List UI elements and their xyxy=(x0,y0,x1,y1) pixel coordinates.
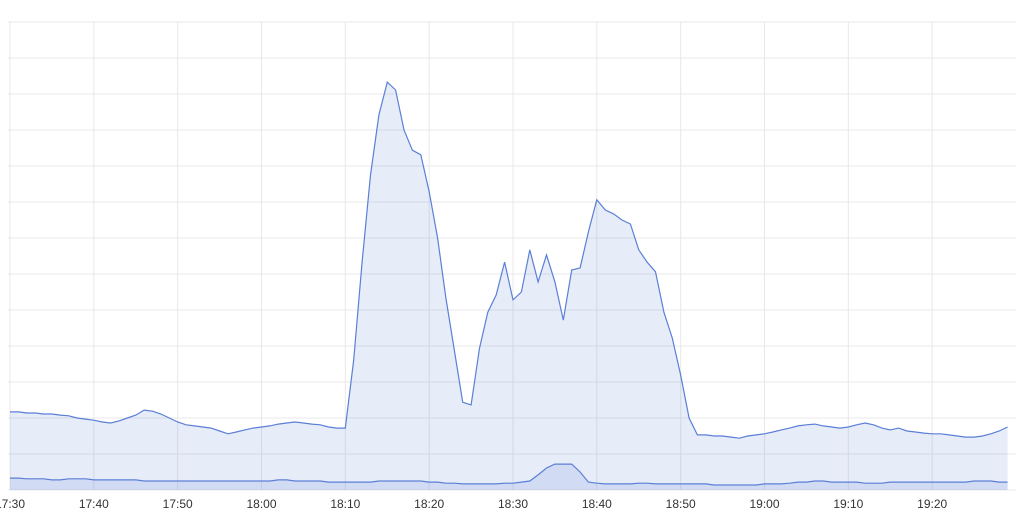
x-tick-label: 17:40 xyxy=(79,497,109,511)
x-tick-label: 17:50 xyxy=(163,497,193,511)
x-tick-label: 19:00 xyxy=(749,497,779,511)
series-line xyxy=(10,463,1008,486)
x-tick-label: 19:20 xyxy=(917,497,947,511)
x-tick-label: 18:10 xyxy=(330,497,360,511)
x-tick-label: 18:30 xyxy=(498,497,528,511)
area-fill xyxy=(10,464,1008,490)
area-fill xyxy=(10,82,1008,490)
x-tick-label: 18:50 xyxy=(666,497,696,511)
x-tick-label: 18:20 xyxy=(414,497,444,511)
x-tick-label: 18:40 xyxy=(582,497,612,511)
x-tick-label: 19:10 xyxy=(833,497,863,511)
x-tick-label: 17:30 xyxy=(0,497,25,511)
x-tick-label: 18:00 xyxy=(246,497,276,511)
series-line xyxy=(10,80,1008,439)
